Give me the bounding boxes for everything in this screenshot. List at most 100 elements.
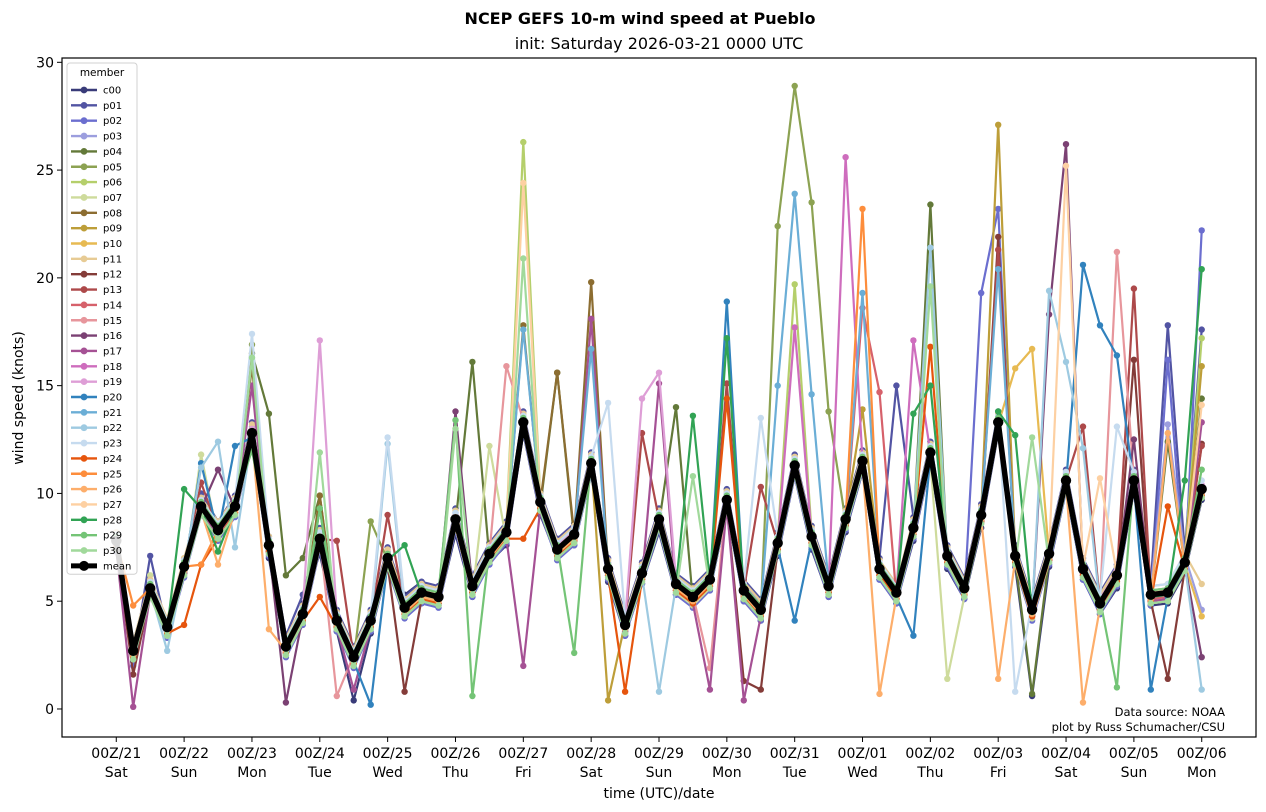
x-tick-label: 00Z/26 xyxy=(431,746,481,762)
legend-item-p14: p14 xyxy=(71,300,122,311)
data-point-p30 xyxy=(571,539,578,547)
legend-label: p04 xyxy=(103,147,122,158)
data-point-p21 xyxy=(995,266,1002,273)
legend-label: mean xyxy=(103,561,131,572)
legend: member c00 p01 p02 p03 p04 p05 p06 p07 p08 p09 p10 p… xyxy=(66,62,138,575)
data-point-p22 xyxy=(231,544,239,551)
x-tick-label: 00Z/03 xyxy=(973,746,1023,762)
legend-label: p28 xyxy=(103,515,122,526)
data-point-mean xyxy=(857,455,868,467)
legend-marker xyxy=(80,117,88,125)
data-point-p24 xyxy=(621,688,629,695)
data-point-p21 xyxy=(588,345,595,353)
legend-item-c00: c00 xyxy=(71,86,121,97)
data-point-p10 xyxy=(1028,345,1036,353)
data-point-mean xyxy=(263,540,275,551)
data-point-p05 xyxy=(825,408,832,415)
x-tick-label: 00Z/29 xyxy=(634,746,684,762)
y-tick-label: 25 xyxy=(36,163,54,179)
legend-label: p02 xyxy=(103,116,122,127)
data-point-p01 xyxy=(1198,326,1205,333)
data-point-p13 xyxy=(333,537,340,544)
legend-title: member xyxy=(80,67,125,79)
legend-item-p07: p07 xyxy=(71,193,122,204)
legend-item-p12: p12 xyxy=(71,270,122,281)
chart-subtitle: init: Saturday 2026-03-21 0000 UTC xyxy=(514,34,804,53)
data-point-p29 xyxy=(452,416,459,424)
data-point-p18 xyxy=(791,324,798,331)
data-point-mean xyxy=(450,514,461,525)
data-point-p09 xyxy=(995,121,1002,128)
legend-marker xyxy=(80,301,88,309)
x-tick-label: 00Z/27 xyxy=(498,746,548,762)
legend-marker xyxy=(80,547,88,554)
data-point-mean xyxy=(619,619,631,631)
data-point-mean xyxy=(314,533,325,544)
data-point-p13 xyxy=(995,246,1002,253)
data-point-p30 xyxy=(316,449,323,456)
x-tick-day-label: Fri xyxy=(990,765,1007,781)
data-point-p23 xyxy=(604,399,612,407)
data-point-mean xyxy=(789,460,800,471)
data-point-p16 xyxy=(452,408,459,415)
data-point-mean xyxy=(1128,475,1140,486)
data-point-mean xyxy=(874,563,885,575)
data-point-p28 xyxy=(1198,266,1205,273)
data-point-p24 xyxy=(1164,503,1172,510)
data-point-p26 xyxy=(1164,429,1172,437)
data-point-p28 xyxy=(180,485,188,493)
legend-marker xyxy=(80,224,88,232)
legend-marker xyxy=(80,178,88,186)
legend-item-p17: p17 xyxy=(71,346,122,357)
data-point-p20 xyxy=(1079,261,1087,269)
legend-label: p14 xyxy=(103,300,122,311)
data-point-p04 xyxy=(469,358,476,366)
data-point-p30 xyxy=(961,593,968,601)
data-point-p30 xyxy=(130,656,137,663)
data-point-mean xyxy=(653,514,665,525)
data-point-p30 xyxy=(1096,608,1104,616)
data-point-p19 xyxy=(638,395,646,402)
data-point-p12 xyxy=(757,686,764,693)
data-point-p01 xyxy=(1164,322,1172,329)
y-tick-label: 15 xyxy=(36,379,54,395)
data-point-p26 xyxy=(1079,699,1087,706)
data-point-p25 xyxy=(197,561,205,568)
data-point-mean xyxy=(246,427,258,439)
legend-marker xyxy=(80,101,88,109)
data-point-p30 xyxy=(927,283,934,290)
data-point-p26 xyxy=(995,675,1002,682)
data-point-p21 xyxy=(791,190,798,197)
data-point-p28 xyxy=(723,335,730,342)
data-point-p30 xyxy=(825,591,832,598)
data-point-mean xyxy=(908,522,919,534)
data-point-p24 xyxy=(180,621,188,629)
data-point-mean xyxy=(1196,483,1207,495)
data-point-p30 xyxy=(452,425,459,432)
data-point-p08 xyxy=(316,492,323,499)
legend-marker xyxy=(80,148,88,155)
x-tick-day-label: Sat xyxy=(1055,765,1078,781)
x-tick-day-label: Mon xyxy=(712,765,742,781)
data-point-p30 xyxy=(672,589,680,596)
data-point-p30 xyxy=(1164,598,1172,605)
y-tick-label: 20 xyxy=(36,271,54,287)
data-point-p24 xyxy=(520,535,527,542)
data-point-mean xyxy=(1060,475,1072,486)
data-point-p06 xyxy=(1198,335,1205,342)
legend-item-p19: p19 xyxy=(71,377,122,388)
legend-label: p13 xyxy=(103,285,122,296)
data-point-p28 xyxy=(214,548,222,555)
data-point-p27 xyxy=(1096,475,1104,482)
data-point-p26 xyxy=(876,690,883,698)
legend-marker xyxy=(80,408,88,416)
credit-author: plot by Russ Schumacher/CSU xyxy=(1052,720,1225,734)
data-point-p30 xyxy=(248,354,256,361)
data-point-mean xyxy=(602,563,614,575)
chart-title: NCEP GEFS 10-m wind speed at Pueblo xyxy=(464,9,816,28)
data-point-p24 xyxy=(723,395,730,402)
x-tick-day-label: Wed xyxy=(372,765,403,781)
data-point-p30 xyxy=(435,602,442,609)
legend-label: p27 xyxy=(103,500,122,511)
